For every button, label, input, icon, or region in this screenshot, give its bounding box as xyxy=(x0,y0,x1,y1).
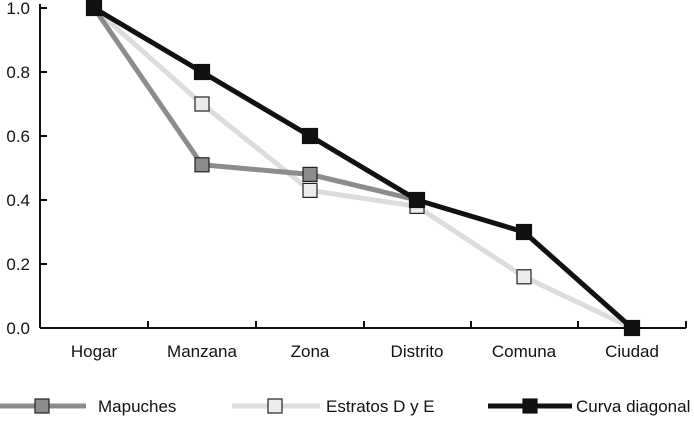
x-tick-label: Comuna xyxy=(492,342,557,361)
legend-marker xyxy=(522,398,538,414)
data-point-marker xyxy=(408,191,426,209)
x-tick-label: Ciudad xyxy=(605,342,659,361)
series-line xyxy=(91,6,418,203)
x-tick-label: Distrito xyxy=(391,342,444,361)
legend-label: Mapuches xyxy=(98,397,176,416)
data-point-marker xyxy=(302,182,318,198)
data-point-marker xyxy=(623,319,641,337)
chart-legend: Mapuches Estratos D y E Curva diagonal xyxy=(0,397,690,416)
data-point-marker xyxy=(302,166,318,182)
legend-label: Estratos D y E xyxy=(326,397,435,416)
data-point-marker xyxy=(194,96,210,112)
y-tick-label: 0.4 xyxy=(6,191,30,210)
data-point-marker xyxy=(194,157,210,173)
legend-marker xyxy=(34,398,50,414)
data-point-marker xyxy=(515,223,533,241)
series-line xyxy=(92,6,634,331)
y-tick-label: 0.8 xyxy=(6,63,30,82)
y-tick-label: 0.6 xyxy=(6,127,30,146)
data-point-marker xyxy=(85,0,103,17)
y-tick-label: 0.2 xyxy=(6,255,30,274)
data-point-marker xyxy=(193,63,211,81)
chart-axes: 0.0 0.2 0.4 0.6 0.8 1.0 Hogar Manzana Zona Distri… xyxy=(6,0,687,361)
x-tick-label: Hogar xyxy=(71,342,118,361)
y-tick-label: 1.0 xyxy=(6,0,30,18)
chart-series xyxy=(85,0,641,337)
y-tick-label: 0.0 xyxy=(6,319,30,338)
series-line xyxy=(92,5,634,330)
data-point-marker xyxy=(516,269,532,285)
x-tick-label: Manzana xyxy=(167,342,237,361)
legend-label: Curva diagonal xyxy=(576,397,690,416)
data-point-marker xyxy=(301,127,319,145)
legend-marker xyxy=(267,398,283,414)
x-tick-label: Zona xyxy=(291,342,330,361)
